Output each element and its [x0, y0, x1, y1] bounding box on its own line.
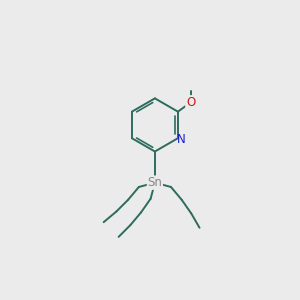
Text: O: O	[186, 96, 195, 109]
Text: Sn: Sn	[148, 176, 162, 189]
Text: N: N	[177, 133, 185, 146]
